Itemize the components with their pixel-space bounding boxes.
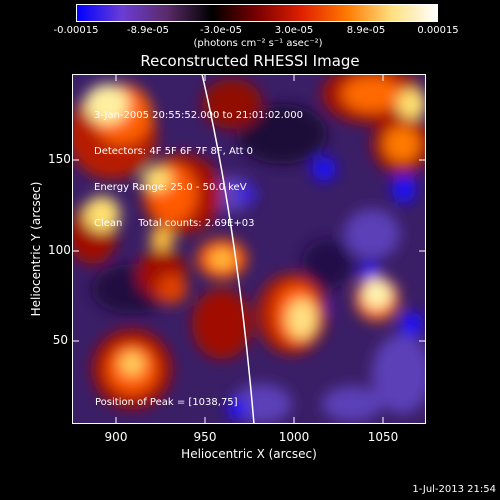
y-tick-label: 150 — [48, 152, 71, 166]
reconstructed-image — [72, 74, 426, 424]
colorbar-tick-label: 3.0e-05 — [274, 25, 314, 36]
timestamp-footer: 1-Jul-2013 21:54 — [412, 484, 496, 495]
colorbar-tick-label: 0.00015 — [417, 25, 459, 36]
x-tick-label: 1050 — [367, 430, 399, 444]
time-range-text: 3-Jan-2005 20:55:52.000 to 21:01:02.000 — [94, 110, 303, 121]
plot-title: Reconstructed RHESSI Image — [140, 52, 360, 70]
colorbar-tick-label: -8.9e-05 — [127, 25, 169, 36]
y-axis-label: Heliocentric Y (arcsec) — [29, 181, 43, 317]
x-tick-label: 1000 — [278, 430, 310, 444]
peak-position-text: Position of Peak = [1038,75] — [95, 397, 238, 408]
y-tick-label: 100 — [48, 243, 71, 257]
energy-range-text: Energy Range: 25.0 - 50.0 keV — [94, 182, 247, 193]
colorbar-tick-label: 8.9e-05 — [346, 25, 386, 36]
colorbar-tick-label: -3.0e-05 — [200, 25, 242, 36]
observation-info: 3-Jan-2005 20:55:52.000 to 21:01:02.000 … — [94, 86, 303, 242]
detectors-text: Detectors: 4F 5F 6F 7F 8F, Att 0 — [94, 146, 254, 157]
x-tick-label: 900 — [104, 430, 128, 444]
colorbar-unit-label: (photons cm⁻² s⁻¹ asec⁻²) — [193, 38, 323, 49]
y-tick-label: 50 — [52, 333, 68, 347]
colorbar — [76, 4, 438, 22]
image-plot-area[interactable] — [72, 74, 426, 424]
method-counts-text: Clean Total counts: 2.69E+03 — [94, 218, 255, 229]
x-axis-label: Heliocentric X (arcsec) — [181, 447, 317, 461]
x-tick-label: 950 — [193, 430, 217, 444]
colorbar-tick-label: -0.00015 — [53, 25, 99, 36]
